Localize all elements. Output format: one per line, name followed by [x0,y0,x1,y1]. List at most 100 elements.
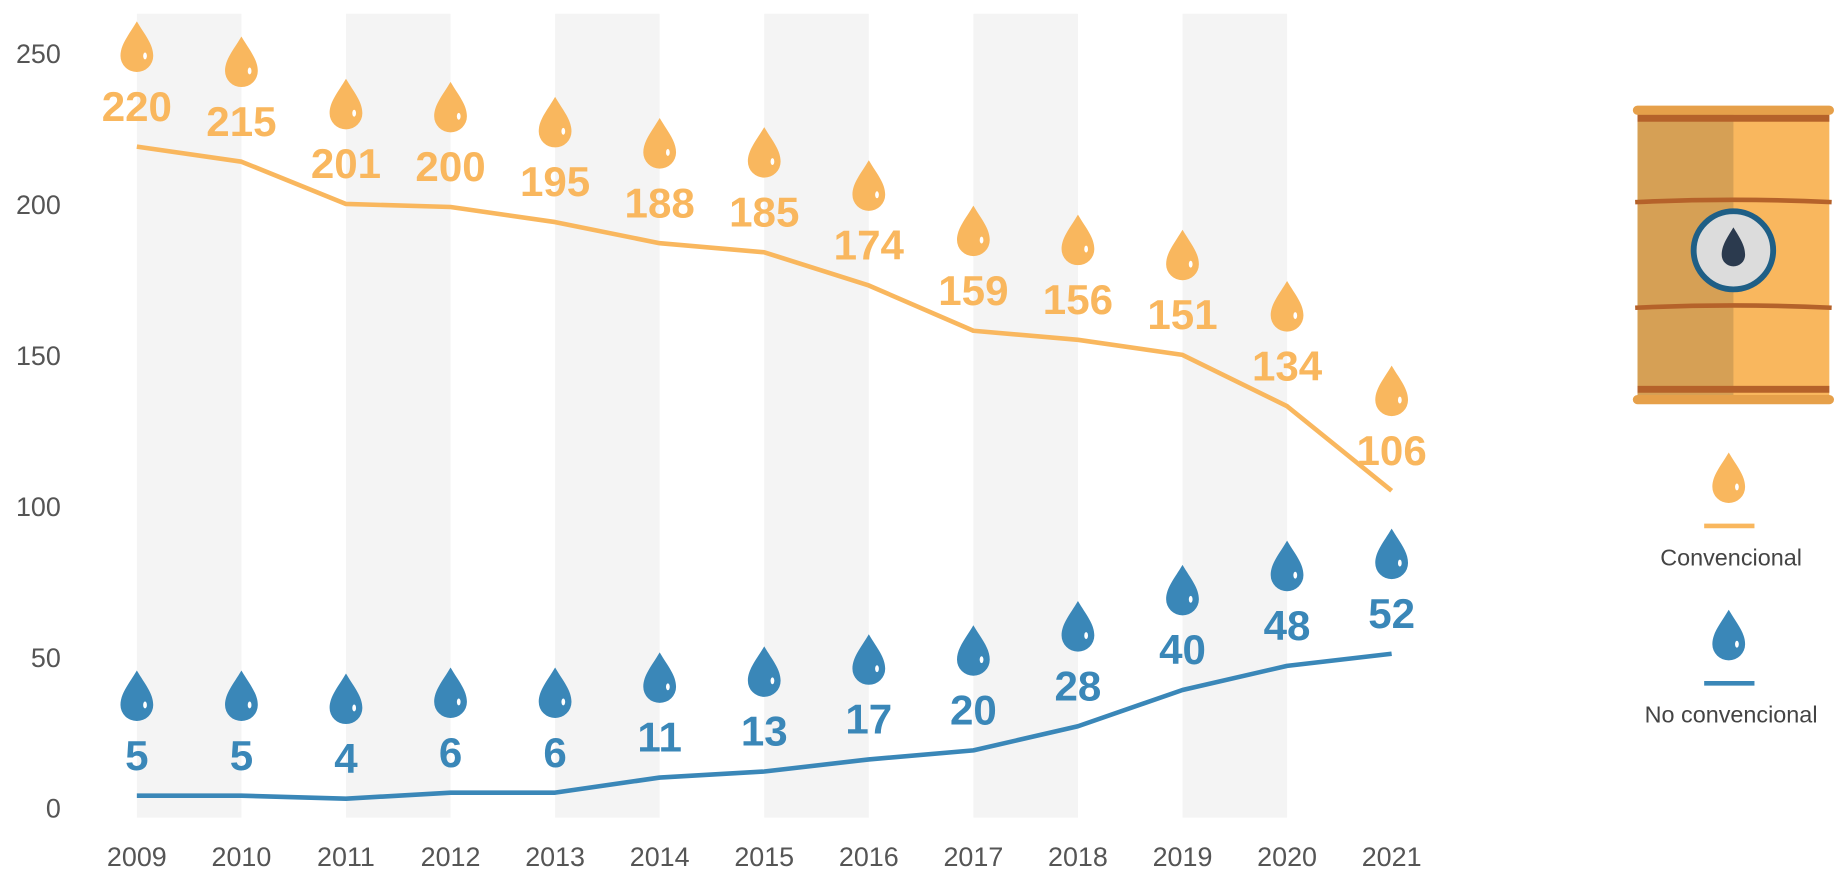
drop-highlight [1397,396,1402,404]
drop-highlight [1293,312,1298,319]
drop-highlight [247,67,252,75]
drop-highlight [1084,245,1089,253]
drop-highlight [665,149,670,156]
legend-label: No convencional [1645,702,1818,728]
value-label: 13 [741,708,788,755]
drop-icon [1270,281,1304,332]
drop-icon [643,652,677,703]
drop-icon [747,646,781,697]
band [1182,13,1288,818]
drop-icon [852,160,886,211]
x-tick-label: 2020 [1257,842,1317,872]
value-label: 20 [950,687,997,734]
drop-highlight [665,683,670,691]
drop-highlight [1735,640,1739,648]
value-label: 195 [520,159,590,206]
x-tick-label: 2017 [943,842,1003,872]
legend-label: Convencional [1660,545,1802,571]
drop-icon [434,81,467,133]
value-label: 4 [334,735,357,782]
drop-icon [1270,540,1304,592]
y-tick-label: 200 [16,190,61,220]
drop-highlight [1188,595,1193,603]
value-label: 151 [1147,291,1217,338]
drop-icon [329,78,363,130]
drop-highlight [875,191,879,199]
value-label: 48 [1264,602,1311,649]
drop-icon [1166,564,1199,616]
legend-drop [1712,452,1746,503]
value-label: 156 [1043,276,1113,323]
x-tick-label: 2015 [734,842,794,872]
drop-icon [1166,229,1199,281]
barrel-rim [1632,105,1834,115]
drop-highlight [1188,260,1193,268]
drop-icon [747,127,781,178]
drop-highlight [247,701,252,709]
y-tick-label: 150 [16,341,61,371]
drop-shape [957,625,990,676]
drop-icon [1061,214,1095,266]
drop-icon [538,96,572,148]
legend-drop [1712,609,1746,661]
drop-icon [225,36,258,88]
drop-highlight [561,698,566,706]
drop-icon [120,670,154,722]
value-label: 5 [230,732,253,779]
drop-highlight [979,236,984,244]
drop-icon [434,667,467,719]
y-tick-label: 250 [16,39,61,69]
barrel-illustration [1632,105,1834,405]
value-label: 11 [637,714,682,761]
drop-shape [1375,528,1409,580]
band [764,13,869,818]
value-label: 106 [1357,427,1427,474]
drop-highlight [979,656,984,664]
drop-shape [1270,540,1304,592]
x-tick-label: 2010 [212,842,272,872]
value-label: 188 [625,180,695,227]
series-line [136,144,1394,493]
band [555,13,660,818]
drop-icon [1061,601,1095,652]
drop-highlight [456,112,461,120]
value-label: 159 [938,267,1008,314]
drop-highlight [561,127,566,135]
drop-highlight [770,158,775,165]
x-tick-label: 2013 [525,842,585,872]
barrel-rim [1632,395,1834,405]
x-tick-label: 2014 [630,842,690,872]
drop-shape [1712,452,1746,503]
y-tick-label: 100 [16,492,61,522]
barrel-band [1637,114,1830,122]
y-tick-label: 0 [46,794,61,824]
x-tick-label: 2019 [1153,842,1213,872]
drop-icon [329,673,363,725]
drop-highlight [143,701,147,709]
drop-shape [1375,365,1409,417]
x-tick-label: 2011 [317,842,375,872]
drop-highlight [1084,632,1089,639]
barrel-band [1637,385,1830,393]
drop-highlight [352,109,357,117]
barrel-band [1635,303,1832,311]
drop-icon [538,667,572,719]
value-label: 5 [125,732,148,779]
drop-highlight [352,704,357,712]
drop-icon [225,670,258,722]
x-tick-label: 2009 [107,842,167,872]
drop-highlight [1735,483,1739,491]
series-line [136,651,1392,801]
drop-icon [1375,528,1409,580]
value-label: 215 [206,98,276,145]
drop-highlight [1293,571,1298,579]
value-label: 6 [439,729,462,776]
drop-icon [643,118,677,169]
drop-shape [329,673,363,725]
value-label: 174 [834,222,904,269]
drop-icon [852,634,886,685]
value-label: 185 [729,189,799,236]
value-label: 28 [1055,663,1102,710]
